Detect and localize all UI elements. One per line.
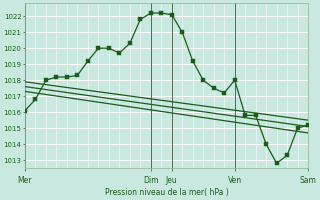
X-axis label: Pression niveau de la mer( hPa ): Pression niveau de la mer( hPa ) bbox=[105, 188, 228, 197]
